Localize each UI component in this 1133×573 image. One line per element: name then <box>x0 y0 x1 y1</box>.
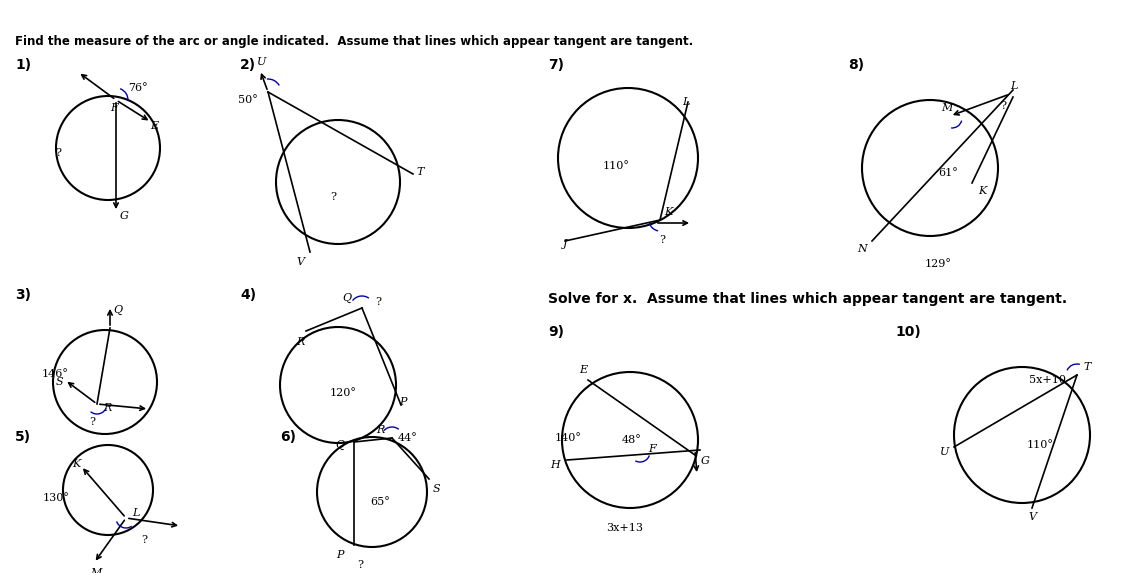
Text: 6): 6) <box>280 430 296 444</box>
Text: M: M <box>942 103 953 113</box>
Text: F: F <box>648 444 656 454</box>
Text: 146°: 146° <box>42 369 68 379</box>
Text: 48°: 48° <box>622 435 642 445</box>
Text: T: T <box>416 167 424 177</box>
Text: E: E <box>150 121 159 131</box>
Text: 120°: 120° <box>330 388 357 398</box>
Text: Solve for x.  Assume that lines which appear tangent are tangent.: Solve for x. Assume that lines which app… <box>548 292 1067 306</box>
Text: 5): 5) <box>15 430 31 444</box>
Text: U: U <box>257 57 266 67</box>
Text: K: K <box>978 186 986 196</box>
Text: 44°: 44° <box>398 433 418 443</box>
Text: U: U <box>940 447 949 457</box>
Text: ?: ? <box>56 148 61 158</box>
Text: 3): 3) <box>15 288 31 302</box>
Text: S: S <box>432 484 440 494</box>
Text: 110°: 110° <box>1026 440 1054 450</box>
Text: 1): 1) <box>15 58 31 72</box>
Text: 76°: 76° <box>128 83 147 93</box>
Text: P: P <box>337 550 343 560</box>
Text: ?: ? <box>90 417 95 427</box>
Text: ?: ? <box>140 535 147 545</box>
Text: 9): 9) <box>548 325 564 339</box>
Text: 10): 10) <box>895 325 921 339</box>
Text: 4): 4) <box>240 288 256 302</box>
Text: M: M <box>91 568 102 573</box>
Text: J: J <box>563 239 568 249</box>
Text: F: F <box>110 103 118 113</box>
Text: 130°: 130° <box>43 493 69 503</box>
Text: 5x+10: 5x+10 <box>1029 375 1065 385</box>
Text: 129°: 129° <box>925 259 952 269</box>
Text: 65°: 65° <box>370 497 390 507</box>
Text: H: H <box>551 460 560 470</box>
Text: ?: ? <box>330 192 337 202</box>
Text: R: R <box>103 403 111 413</box>
Text: L: L <box>1011 81 1017 91</box>
Text: G: G <box>120 211 128 221</box>
Text: Q: Q <box>335 440 344 450</box>
Text: K: K <box>71 459 80 469</box>
Text: ?: ? <box>1000 101 1006 111</box>
Text: 7): 7) <box>548 58 564 72</box>
Text: 61°: 61° <box>938 168 957 178</box>
Text: P: P <box>399 397 407 407</box>
Text: 50°: 50° <box>238 95 258 105</box>
Text: 2): 2) <box>240 58 256 72</box>
Text: Find the measure of the arc or angle indicated.  Assume that lines which appear : Find the measure of the arc or angle ind… <box>15 36 693 49</box>
Text: G: G <box>700 456 709 466</box>
Text: ?: ? <box>659 235 665 245</box>
Text: K: K <box>664 207 672 217</box>
Text: R: R <box>376 425 384 435</box>
Text: 110°: 110° <box>603 161 630 171</box>
Text: 140°: 140° <box>554 433 581 443</box>
Text: Q: Q <box>342 293 351 303</box>
Text: ?: ? <box>357 560 363 570</box>
Text: V: V <box>296 257 304 267</box>
Text: E: E <box>579 365 587 375</box>
Text: L: L <box>133 508 139 518</box>
Text: L: L <box>682 97 690 107</box>
Text: T: T <box>1083 362 1091 372</box>
Text: V: V <box>1028 512 1036 522</box>
Text: S: S <box>56 377 62 387</box>
Text: Q: Q <box>113 305 122 315</box>
Text: R: R <box>296 337 304 347</box>
Text: ?: ? <box>375 297 381 307</box>
Text: 8): 8) <box>847 58 864 72</box>
Text: N: N <box>858 244 867 254</box>
Text: 3x+13: 3x+13 <box>606 523 644 533</box>
